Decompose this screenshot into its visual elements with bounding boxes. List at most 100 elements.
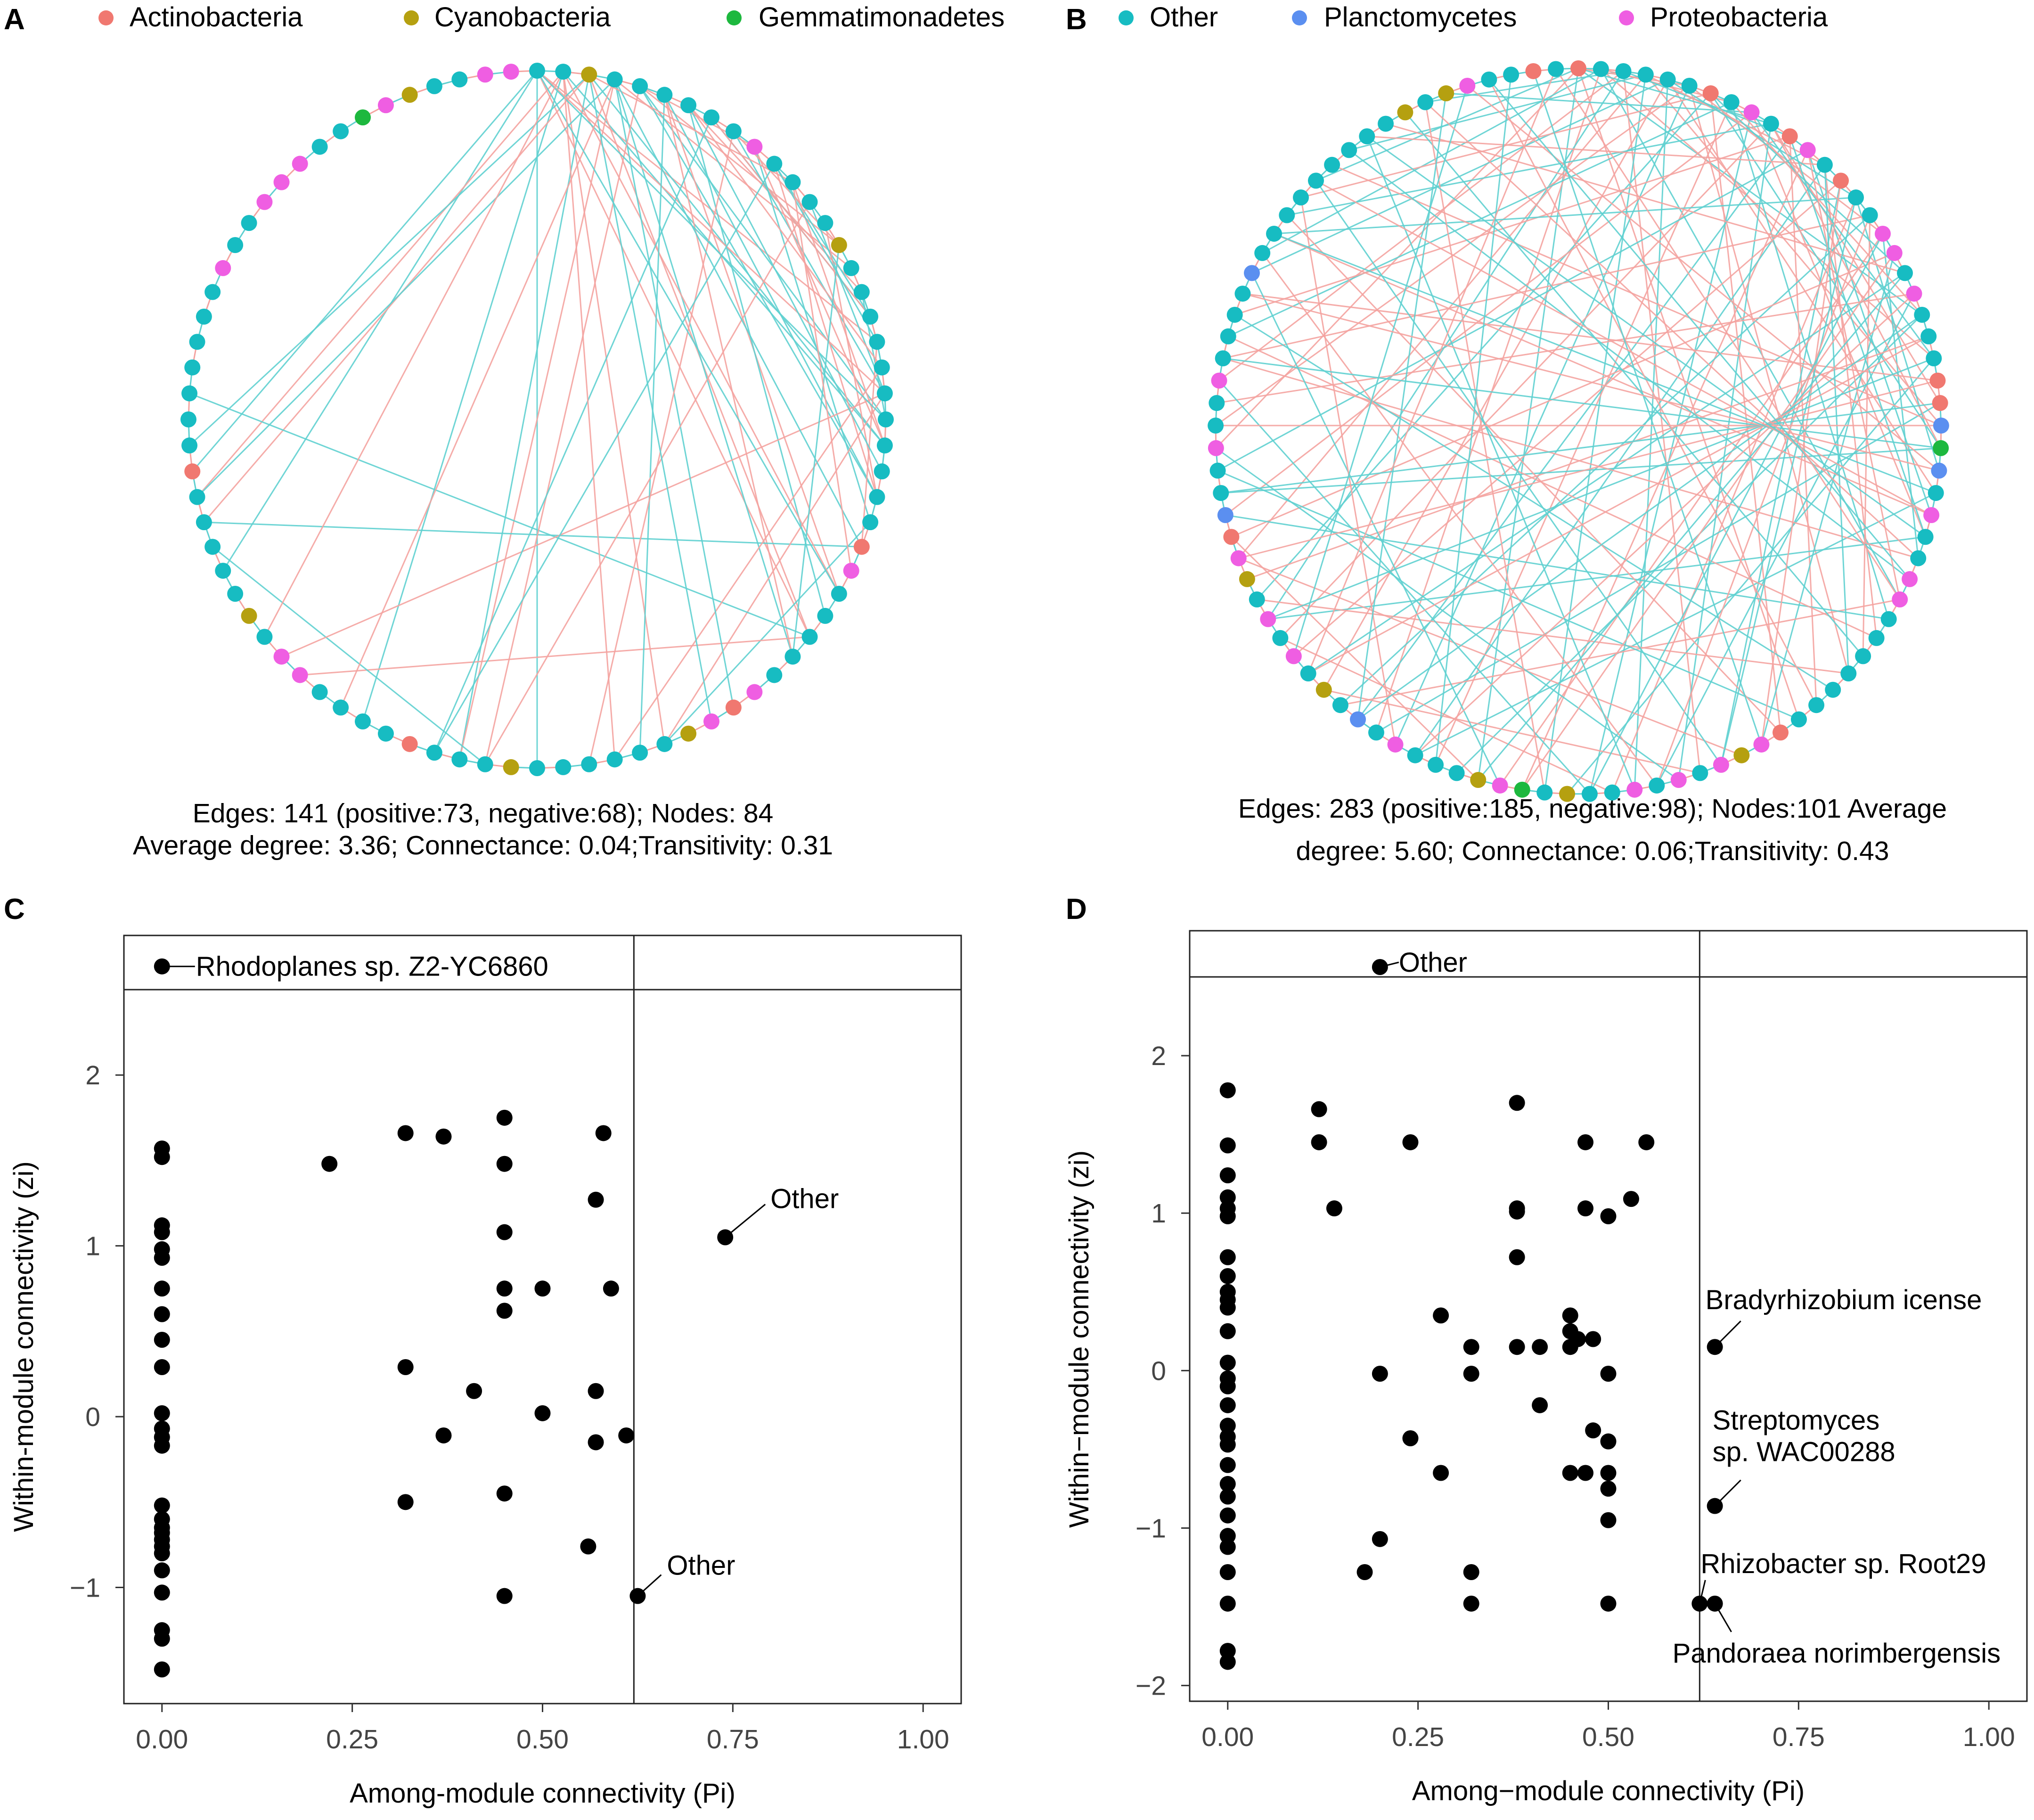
network-a	[180, 63, 894, 776]
scatter-c-x-tick-label: 0.00	[136, 1724, 188, 1754]
network-b-node	[1917, 529, 1934, 545]
network-a-edge	[774, 163, 878, 343]
network-a-node	[632, 745, 648, 761]
network-b-edge	[1667, 79, 1937, 493]
network-a-node	[581, 756, 597, 772]
scatter-d-point	[1585, 1331, 1601, 1347]
network-b-node	[1868, 630, 1885, 646]
network-b-node	[1847, 189, 1864, 206]
scatter-c-point	[496, 1303, 513, 1319]
network-b-node	[1503, 66, 1519, 83]
scatter-c-point	[154, 1631, 170, 1647]
network-a-edge	[614, 367, 882, 760]
scatter-d-point	[1623, 1191, 1639, 1207]
network-a-node	[801, 629, 818, 645]
network-b-node	[1692, 765, 1708, 781]
scatter-d-point	[1433, 1307, 1449, 1324]
scatter-d-point	[1577, 1465, 1594, 1481]
network-a-node	[656, 87, 673, 103]
network-b-edge	[1720, 180, 1842, 765]
scatter-d-point	[1532, 1397, 1548, 1413]
network-a-edge	[204, 521, 862, 548]
network-a-edge	[588, 74, 712, 722]
network-b-caption-line2: degree: 5.60; Connectance: 0.06;Transiti…	[1296, 836, 1889, 866]
network-b-node	[1892, 591, 1908, 608]
network-b-node	[1254, 245, 1271, 261]
legend-swatch-gemmatimonadetes	[727, 10, 742, 25]
scatter-c-point	[435, 1427, 452, 1443]
network-b-node	[1637, 66, 1654, 83]
network-b-node	[1359, 128, 1375, 145]
network-b-node	[1733, 747, 1750, 763]
network-b-node	[1293, 189, 1309, 206]
network-b-edge	[1414, 164, 1826, 756]
network-a-node	[292, 156, 308, 172]
scatter-d-point	[1585, 1422, 1601, 1439]
network-a-node	[632, 78, 648, 94]
scatter-d-point	[1562, 1307, 1578, 1324]
scatter-d-point	[1219, 1397, 1236, 1413]
network-b-edge	[1555, 68, 1901, 600]
network-b-edge	[1667, 79, 1856, 198]
scatter-d-leader	[1714, 1479, 1741, 1507]
network-a-node	[273, 174, 290, 190]
network-a-node	[874, 463, 890, 480]
scatter-d-point	[1600, 1465, 1617, 1481]
scatter-c-x-tick-label: 0.50	[516, 1724, 569, 1754]
network-a-node	[311, 684, 328, 700]
scatter-d-point	[1219, 1564, 1236, 1581]
network-a-node	[451, 751, 468, 768]
network-b-node	[1799, 142, 1816, 158]
network-a-node	[426, 745, 442, 761]
network-a-node	[862, 514, 879, 531]
network-b-edge	[1274, 197, 1856, 235]
network-b-edge	[1323, 79, 1668, 690]
network-a-node	[377, 725, 394, 742]
scatter-c-point	[588, 1434, 604, 1451]
network-a-node	[227, 586, 244, 602]
network-b	[1208, 60, 1949, 802]
network-b-node	[1266, 225, 1282, 242]
network-b-edge	[1256, 93, 1711, 600]
network-b-edge	[1223, 214, 1871, 359]
network-b-node	[1209, 462, 1226, 479]
scatter-d-x-tick-label: 0.50	[1582, 1722, 1634, 1752]
scatter-d-point	[1219, 1268, 1236, 1284]
network-a-node	[241, 215, 257, 231]
scatter-d-point	[1509, 1203, 1525, 1220]
network-b-edge	[1425, 70, 1624, 103]
network-b-node	[1279, 207, 1295, 223]
network-a-edge	[687, 105, 862, 293]
network-b-node	[1211, 372, 1227, 389]
legend-label-planctomycetes: Planctomycetes	[1324, 2, 1517, 33]
network-b-node	[1300, 665, 1316, 682]
network-b-node	[1470, 772, 1487, 788]
network-b-node	[1862, 207, 1878, 223]
network-a-edge	[733, 131, 886, 394]
scatter-c-y-tick-label: 2	[85, 1060, 100, 1090]
scatter-d-point	[1577, 1200, 1594, 1217]
network-b-edge	[1521, 253, 1895, 790]
scatter-d: 0.00 0.25 0.50 0.75 1.00 −2 −1 0 1 2 Among−module …	[1064, 930, 2028, 1806]
legend-swatch-proteobacteria	[1619, 10, 1634, 25]
network-a-node	[401, 87, 418, 103]
legend-label-actinobacteria: Actinobacteria	[130, 2, 303, 33]
network-b-edge	[1234, 135, 1790, 316]
network-b-node	[1387, 736, 1404, 753]
scatter-d-point-label: Bradyrhizobium icense	[1706, 1285, 1982, 1315]
network-b-edge	[1645, 74, 1825, 166]
scatter-d-point	[1219, 1507, 1236, 1524]
scatter-c-leader	[637, 1574, 662, 1597]
network-b-edge	[1340, 214, 1871, 706]
network-b-node	[1713, 756, 1729, 773]
network-b-node	[1249, 591, 1265, 608]
scatter-c-point	[595, 1125, 612, 1141]
network-b-node	[1350, 711, 1366, 728]
network-b-edge	[1760, 180, 1842, 745]
scatter-d-point	[1463, 1595, 1479, 1612]
network-b-node	[1781, 128, 1798, 145]
network-a-node	[801, 194, 818, 210]
network-b-edge	[1231, 536, 1479, 781]
scatter-c-point	[397, 1359, 414, 1375]
network-b-edge	[1533, 71, 1762, 745]
